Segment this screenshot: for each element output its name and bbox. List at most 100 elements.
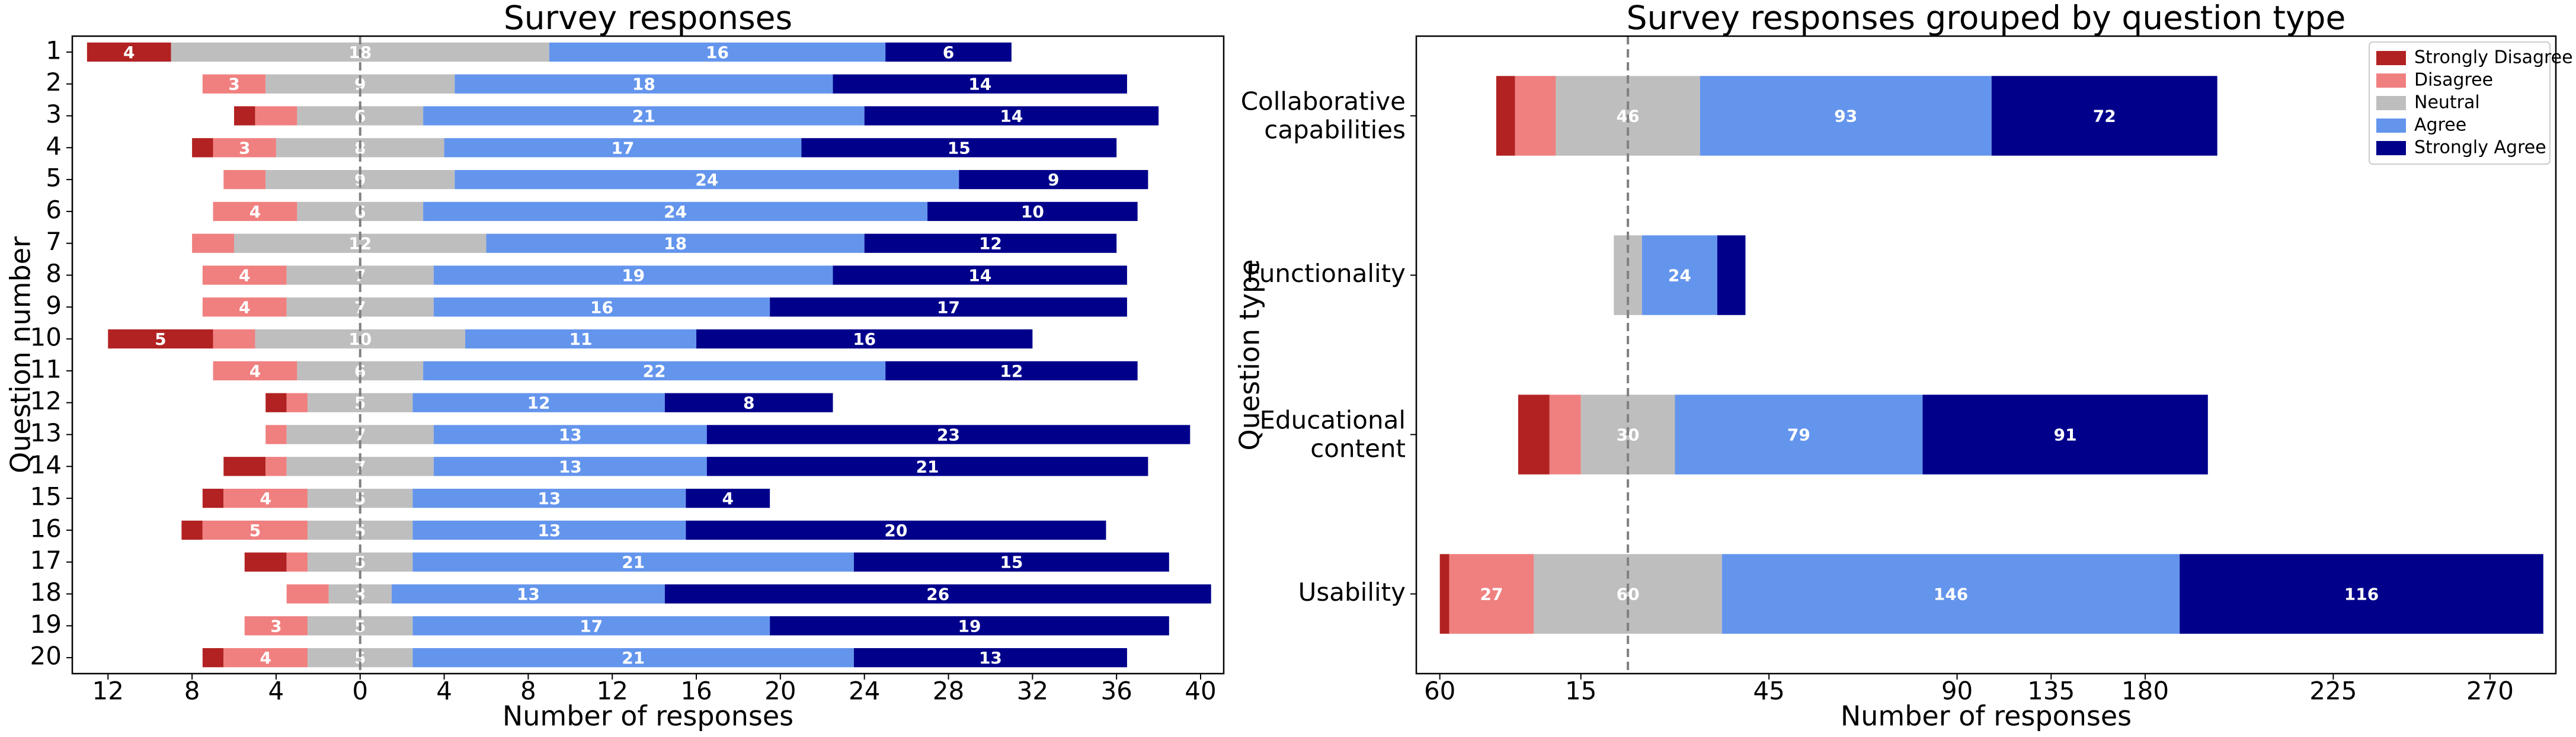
bar-segment: [412, 616, 770, 636]
bar-segment: [234, 106, 255, 126]
bar-segment: [423, 361, 886, 381]
x-tick-label: 90: [1941, 677, 1973, 706]
y-tick-label: 5: [46, 164, 62, 193]
y-tick-label: 3: [46, 100, 62, 129]
legend-label: Neutral: [2414, 92, 2480, 113]
bar-segment: [192, 233, 235, 253]
legend-label: Agree: [2414, 115, 2466, 136]
bar-segment: [927, 201, 1138, 222]
bar-segment: [423, 106, 865, 126]
y-tick-label: 9: [46, 291, 62, 320]
bar-segment: [202, 265, 287, 285]
bar-segment: [223, 457, 266, 476]
bar-segment: [108, 329, 213, 349]
y-tick-label: Functionality: [1246, 259, 1406, 288]
bar-segment: [1518, 395, 1550, 475]
bar-segment: [1439, 554, 1449, 634]
bar-segment: [433, 457, 707, 476]
bar-segment: [423, 201, 928, 222]
bar-segment: [244, 616, 308, 636]
bar-label: 3: [239, 138, 250, 158]
bar-segment: [213, 201, 297, 222]
y-tick-label: 17: [30, 546, 62, 575]
x-tick-label: 8: [184, 677, 200, 706]
bar-segment: [1641, 235, 1717, 315]
y-tick-label: 13: [30, 418, 62, 447]
bar-label: 13: [979, 648, 1002, 668]
y-tick-label: Educational content: [1259, 405, 1406, 463]
bar-segment: [833, 265, 1127, 285]
y-tick-label: 16: [30, 514, 62, 543]
bar-label: 5: [354, 521, 366, 540]
bar-segment: [959, 169, 1148, 190]
bar-segment: [706, 457, 1148, 476]
y-tick-label: 10: [30, 323, 62, 352]
x-tick-label: 20: [764, 677, 796, 706]
x-tick-label: 45: [1753, 677, 1784, 706]
plot-frame: [1415, 35, 2557, 675]
bar-label: 4: [722, 489, 733, 508]
x-tick-label: 8: [520, 677, 536, 706]
bar-label: 4: [123, 43, 135, 62]
bar-segment: [455, 169, 959, 190]
y-tick-label: 6: [46, 195, 62, 224]
bar-label: 4: [239, 297, 250, 317]
bar-segment: [433, 425, 707, 444]
bar-segment: [864, 106, 1159, 126]
bar-label: 16: [590, 297, 613, 317]
legend-box: [2369, 41, 2551, 165]
bar-label: 13: [559, 457, 582, 476]
bar-label: 14: [968, 266, 991, 286]
bar-label: 17: [937, 297, 960, 317]
bar-segment: [433, 265, 833, 285]
bar-label: 24: [664, 202, 687, 222]
legend-swatch: [2376, 51, 2406, 65]
bar-segment: [202, 74, 266, 94]
bar-segment: [770, 616, 1169, 636]
bar-segment: [1549, 395, 1581, 475]
bar-segment: [1700, 76, 1992, 156]
x-tick-label: 16: [680, 677, 712, 706]
bar-segment: [1675, 395, 1923, 475]
bar-label: 9: [1048, 170, 1059, 190]
x-tick-label: 24: [849, 677, 880, 706]
bar-segment: [412, 488, 686, 508]
x-tick-label: 180: [2121, 677, 2169, 706]
x-tick-label: 60: [1424, 677, 1455, 706]
bar-segment: [1515, 76, 1556, 156]
chart-title: Survey responses grouped by question typ…: [1627, 0, 2346, 37]
bar-segment: [265, 425, 287, 444]
bar-segment: [1991, 76, 2217, 156]
bar-segment: [265, 457, 287, 476]
y-tick-label: 1: [46, 36, 62, 65]
bar-segment: [486, 233, 865, 253]
bar-label: 16: [853, 329, 876, 349]
y-tick-label: 19: [30, 610, 62, 639]
bar-segment: [664, 584, 1211, 604]
bar-label: 14: [968, 75, 991, 94]
bar-segment: [770, 297, 1127, 317]
x-tick-label: 225: [2309, 677, 2357, 706]
bar-label: 79: [1787, 425, 1810, 445]
bar-label: 7: [354, 297, 366, 317]
bar-label: 21: [622, 648, 645, 668]
bar-label: 15: [1000, 553, 1023, 572]
bar-segment: [244, 552, 287, 572]
bar-label: 12: [527, 393, 551, 413]
bar-label: 12: [1000, 361, 1023, 381]
bar-label: 6: [354, 361, 366, 381]
bar-segment: [223, 488, 308, 508]
legend-label: Strongly Agree: [2414, 137, 2546, 158]
bar-label: 8: [743, 393, 754, 413]
bar-segment: [433, 297, 770, 317]
bar-segment: [664, 393, 833, 412]
x-tick-label: 270: [2466, 677, 2514, 706]
bar-segment: [1534, 554, 1722, 634]
bar-segment: [1721, 554, 2180, 634]
bar-segment: [696, 329, 1033, 349]
bar-label: 19: [622, 266, 645, 286]
x-axis-label: Number of responses: [1841, 700, 2132, 732]
bar-segment: [885, 42, 1012, 62]
y-tick-label: 18: [30, 578, 62, 607]
